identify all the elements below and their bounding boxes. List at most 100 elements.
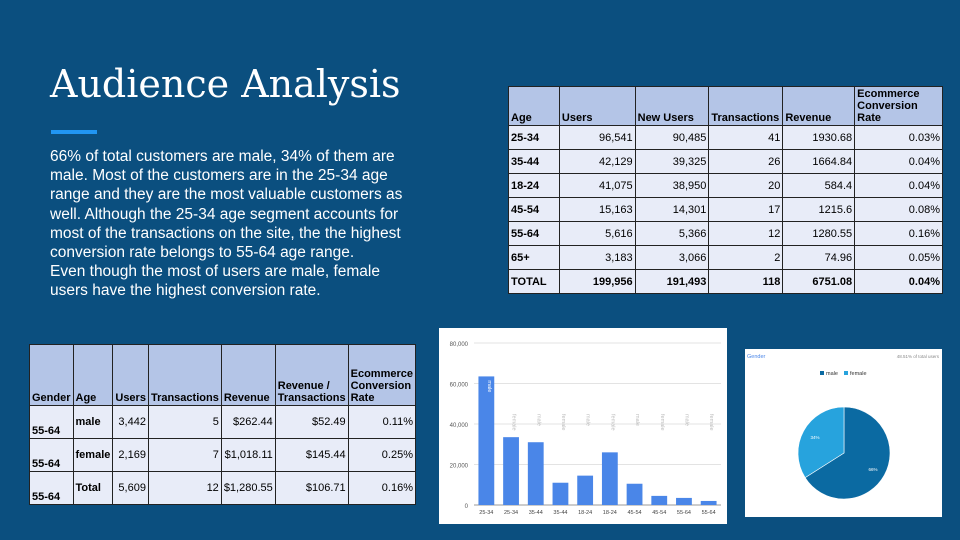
age-table-header-cell: Revenue	[782, 86, 856, 126]
bar	[700, 500, 717, 505]
bar-series-label: male	[634, 414, 640, 426]
gender-table-header-cell: Revenue	[220, 344, 276, 406]
gender-table-cell: 0.11%	[347, 405, 416, 439]
age-table-cell: 5,366	[634, 221, 710, 246]
age-table-cell: 191,493	[634, 269, 710, 294]
age-table-header-cell: Transactions	[708, 86, 784, 126]
y-tick-label: 80,000	[450, 342, 469, 348]
age-table-cell: 2	[708, 245, 784, 270]
age-table-cell: 3,183	[558, 245, 636, 270]
age-table-cell: 5,616	[558, 221, 636, 246]
age-table-cell: 74.96	[782, 245, 856, 270]
age-table-cell: 118	[708, 269, 784, 294]
pie-title: Gender	[747, 354, 766, 360]
bar-series-label: male	[585, 414, 591, 426]
gender-table-cell: 55-64	[29, 471, 74, 505]
legend-label: female	[850, 371, 867, 377]
pie-slice-label: 34%	[810, 435, 819, 440]
age-table-cell: 41,075	[558, 173, 636, 198]
slide-body-text: 66% of total customers are male, 34% of …	[50, 147, 410, 301]
bar-series-label: male	[486, 380, 492, 392]
gender-table-header-cell: Transactions	[147, 344, 222, 406]
age-table-cell: 0.05%	[854, 245, 943, 270]
x-tick-label: 35-44	[553, 510, 567, 516]
gender-table: Gender Age Users Transactions Revenue Revenue…	[29, 344, 416, 505]
gender-table-cell: 7	[147, 438, 222, 472]
age-table-cell: 25-34	[508, 125, 560, 150]
gender-table-header-cell: Ecommerce Conversion Rate	[347, 344, 416, 406]
age-table-cell: 17	[708, 197, 784, 222]
age-table-row: 45-54 15,163 14,301 17 1215.6 0.08%	[508, 197, 943, 222]
age-table-cell: 1664.84	[782, 149, 856, 174]
age-table-cell: 65+	[508, 245, 560, 270]
age-table-body: 25-34 96,541 90,485 41 1930.68 0.03% 35-44 42,1…	[508, 125, 943, 294]
x-tick-label: 45-54	[652, 510, 666, 516]
age-table-row: 65+ 3,183 3,066 2 74.96 0.05%	[508, 245, 943, 270]
x-tick-label: 18-24	[578, 510, 592, 516]
gender-table-cell: 3,442	[112, 405, 149, 439]
legend-swatch	[820, 371, 824, 375]
age-table-cell: 90,485	[634, 125, 710, 150]
x-tick-label: 25-34	[504, 510, 518, 516]
gender-table-body: 55-64 male 3,442 5 $262.44 $52.49 0.11% 55-64 fe…	[29, 405, 416, 505]
bar	[577, 475, 594, 505]
age-table-cell: 1930.68	[782, 125, 856, 150]
gender-table-cell: $262.44	[220, 405, 276, 439]
pie-slice	[804, 406, 891, 500]
x-tick-label: 55-64	[677, 510, 691, 516]
gender-table-header-row: Gender Age Users Transactions Revenue Revenue…	[29, 344, 416, 406]
gender-table-header-cell: Users	[112, 344, 149, 406]
age-table-cell: 35-44	[508, 149, 560, 174]
pie-chart-svg: Gender 48.51% of total users male female 66%…	[747, 354, 940, 500]
gender-pie-chart: Gender 48.51% of total users male female 66%…	[745, 349, 942, 517]
age-table-cell: 45-54	[508, 197, 560, 222]
bar-series-label: female	[560, 414, 566, 431]
age-gender-bar-chart: 0 20,000 40,000 60,000 80,000 25-34 male 25-34 f…	[439, 328, 727, 524]
gender-table-cell: $52.49	[274, 405, 349, 439]
age-table-cell: 199,956	[558, 269, 636, 294]
age-table-cell: 26	[708, 149, 784, 174]
y-tick-label: 20,000	[450, 464, 469, 470]
gender-table-cell: $1,280.55	[220, 471, 276, 505]
gender-table-cell: $106.71	[274, 471, 349, 505]
title-accent-bar	[51, 130, 97, 134]
gender-table-cell: 55-64	[29, 405, 74, 439]
x-tick-label: 18-24	[603, 510, 617, 516]
age-table-cell: 584.4	[782, 173, 856, 198]
gender-table-cell: 5	[147, 405, 222, 439]
legend-swatch	[844, 371, 848, 375]
gender-table-header-cell: Gender	[29, 344, 74, 406]
bar	[527, 442, 544, 505]
age-table-cell: 0.04%	[854, 269, 943, 294]
gender-table-row: 55-64 male 3,442 5 $262.44 $52.49 0.11%	[29, 405, 416, 439]
age-table-cell: 1215.6	[782, 197, 856, 222]
age-table-cell: 55-64	[508, 221, 560, 246]
age-table-cell: 3,066	[634, 245, 710, 270]
gender-table-cell: 0.25%	[347, 438, 416, 472]
x-tick-label: 35-44	[529, 510, 543, 516]
age-table-header-cell: Age	[508, 86, 560, 126]
age-table-cell: 41	[708, 125, 784, 150]
y-tick-label: 0	[465, 504, 469, 510]
bar-chart-svg: 0 20,000 40,000 60,000 80,000 25-34 male 25-34 f…	[450, 342, 721, 516]
bar	[651, 495, 668, 505]
age-table-row: 25-34 96,541 90,485 41 1930.68 0.03%	[508, 125, 943, 150]
age-table-header-row: Age Users New Users Transactions Revenue Ecom…	[508, 86, 943, 126]
bar-series-label: female	[659, 414, 665, 431]
gender-table-cell: 2,169	[112, 438, 149, 472]
age-table-cell: 0.16%	[854, 221, 943, 246]
pie-slice-label: 66%	[869, 467, 878, 472]
gender-table-cell: female	[72, 438, 114, 472]
gender-table-cell: $145.44	[274, 438, 349, 472]
gender-table-cell: 55-64	[29, 438, 74, 472]
body-paragraph-1: 66% of total customers are male, 34% of …	[50, 148, 403, 262]
bar	[626, 483, 643, 505]
age-table-row: TOTAL 199,956 191,493 118 6751.08 0.04%	[508, 269, 943, 294]
age-table-cell: 0.08%	[854, 197, 943, 222]
age-table-cell: 0.03%	[854, 125, 943, 150]
age-table-row: 18-24 41,075 38,950 20 584.4 0.04%	[508, 173, 943, 198]
bar	[552, 482, 569, 505]
bar	[503, 437, 519, 505]
gender-table-cell: Total	[72, 471, 114, 505]
age-table-cell: 0.04%	[854, 149, 943, 174]
